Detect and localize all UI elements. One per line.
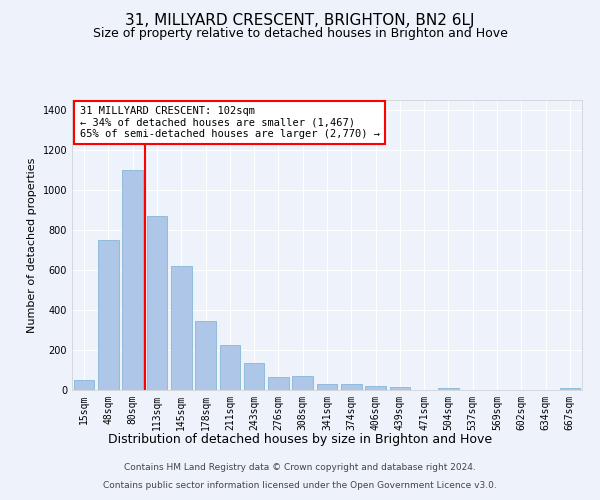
Bar xyxy=(98,240,119,390)
Bar xyxy=(292,376,313,390)
Bar xyxy=(74,380,94,390)
Text: Distribution of detached houses by size in Brighton and Hove: Distribution of detached houses by size … xyxy=(108,432,492,446)
Bar xyxy=(341,384,362,390)
Bar xyxy=(438,388,459,390)
Y-axis label: Number of detached properties: Number of detached properties xyxy=(27,158,37,332)
Text: 31, MILLYARD CRESCENT, BRIGHTON, BN2 6LJ: 31, MILLYARD CRESCENT, BRIGHTON, BN2 6LJ xyxy=(125,12,475,28)
Text: Contains HM Land Registry data © Crown copyright and database right 2024.: Contains HM Land Registry data © Crown c… xyxy=(124,464,476,472)
Bar xyxy=(220,345,240,390)
Text: Contains public sector information licensed under the Open Government Licence v3: Contains public sector information licen… xyxy=(103,481,497,490)
Bar xyxy=(389,387,410,390)
Text: Size of property relative to detached houses in Brighton and Hove: Size of property relative to detached ho… xyxy=(92,28,508,40)
Bar xyxy=(268,377,289,390)
Bar xyxy=(365,386,386,390)
Bar xyxy=(122,170,143,390)
Bar xyxy=(146,216,167,390)
Bar xyxy=(171,266,191,390)
Text: 31 MILLYARD CRESCENT: 102sqm
← 34% of detached houses are smaller (1,467)
65% of: 31 MILLYARD CRESCENT: 102sqm ← 34% of de… xyxy=(80,106,380,139)
Bar xyxy=(560,388,580,390)
Bar xyxy=(317,384,337,390)
Bar xyxy=(244,363,265,390)
Bar xyxy=(195,321,216,390)
